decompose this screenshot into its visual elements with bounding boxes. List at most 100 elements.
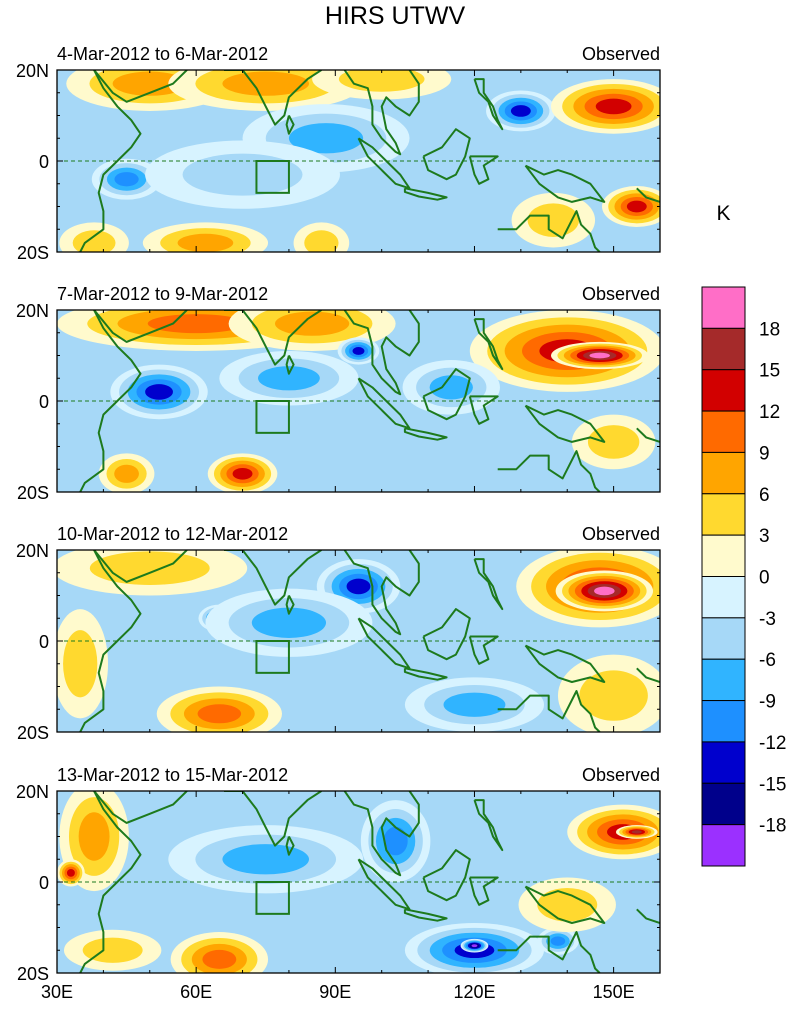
coastline — [497, 450, 601, 492]
colorbar-label: -15 — [759, 774, 786, 795]
chart-title: HIRS UTWV — [325, 2, 466, 30]
colorbar-swatch — [701, 782, 746, 826]
anomaly-contour — [114, 172, 139, 187]
coastlines — [79, 70, 660, 252]
coastline — [79, 310, 142, 492]
coastline — [524, 404, 606, 443]
colorbar-label: -12 — [759, 733, 786, 754]
y-tick-label: 20N — [16, 541, 49, 561]
x-tick-label: 30E — [41, 982, 73, 1002]
anomaly-contour — [443, 692, 506, 717]
coastline — [636, 187, 660, 203]
coastline — [524, 164, 606, 203]
anomaly-contour — [82, 937, 143, 963]
anomaly-contour — [251, 607, 327, 638]
panel-left-title: 7-Mar-2012 to 9-Mar-2012 — [57, 284, 268, 304]
coastline — [422, 368, 471, 421]
colorbar-swatch — [701, 824, 746, 867]
anomaly-contour — [595, 98, 632, 115]
colorbar-label: 9 — [759, 443, 770, 464]
panel-right-title: Observed — [582, 44, 660, 64]
coastline — [93, 550, 188, 583]
coastline — [468, 876, 499, 906]
coastline — [473, 318, 504, 371]
coastline — [422, 849, 471, 902]
coastline — [524, 644, 606, 683]
coastlines — [79, 550, 660, 732]
anomaly-contour — [550, 936, 566, 946]
colorbar-label: -9 — [759, 692, 776, 713]
anomaly-field — [57, 791, 660, 973]
panel-right-title: Observed — [582, 765, 660, 785]
coastline — [79, 550, 142, 732]
anomaly-contour — [626, 200, 647, 213]
coastline — [497, 690, 601, 732]
anomaly-contour — [145, 384, 173, 400]
coastline — [636, 908, 660, 924]
colorbar-swatch — [701, 741, 746, 784]
colorbar-unit: K — [716, 202, 730, 225]
map-panel: 20N 0 20S 10-Mar-2012 to 12-Mar-2012 Observe… — [16, 524, 661, 743]
anomaly-contour — [114, 464, 139, 483]
anomaly-contour — [288, 123, 364, 154]
coastline — [343, 791, 420, 877]
coastline — [224, 791, 322, 847]
coastline — [422, 128, 471, 181]
anomaly-contour — [510, 105, 531, 117]
colorbar-swatch — [701, 534, 746, 578]
coastline — [93, 70, 188, 103]
colorbar-label: -3 — [759, 609, 776, 630]
colorbar-label: -18 — [759, 816, 786, 837]
colorbar-swatch — [701, 327, 746, 371]
anomaly-contour — [258, 366, 320, 391]
colorbar-swatch — [701, 493, 746, 536]
coastline — [636, 427, 660, 443]
colorbar-swatch — [701, 700, 746, 743]
coastline — [497, 931, 601, 973]
panel-left-title: 10-Mar-2012 to 12-Mar-2012 — [57, 524, 288, 544]
coastline — [468, 635, 499, 665]
coastline — [224, 70, 322, 126]
anomaly-contour — [182, 153, 303, 196]
coastline — [79, 70, 142, 252]
y-tick-label: 20N — [16, 782, 49, 802]
coastline — [403, 908, 448, 922]
colorbar-label: 18 — [759, 319, 780, 340]
y-tick-label: 20N — [16, 301, 49, 321]
colorbar-swatch — [701, 286, 746, 329]
anomaly-contour — [304, 230, 339, 252]
colorbar-swatch — [701, 369, 746, 412]
coastline — [422, 608, 471, 661]
colorbar-label: 0 — [759, 568, 770, 589]
panel-left-title: 4-Mar-2012 to 6-Mar-2012 — [57, 44, 268, 64]
x-tick-label: 90E — [319, 982, 351, 1002]
anomaly-contour — [202, 949, 237, 969]
anomaly-contour — [527, 203, 580, 237]
anomaly-contour — [66, 869, 75, 877]
anomaly-contour — [63, 630, 98, 698]
panel-right-title: Observed — [582, 284, 660, 304]
coastline — [224, 310, 322, 366]
coastline — [524, 885, 606, 924]
x-tick-label: 150E — [593, 982, 635, 1002]
anomaly-contour — [78, 812, 110, 861]
anomaly-contour — [589, 352, 610, 359]
y-tick-label: 0 — [39, 392, 49, 412]
y-tick-label: 0 — [39, 632, 49, 652]
region-box — [255, 160, 290, 194]
anomaly-contour — [346, 578, 371, 595]
panel-right-title: Observed — [582, 524, 660, 544]
colorbar-label: -6 — [759, 650, 776, 671]
y-tick-label: 0 — [39, 873, 49, 893]
colorbar-swatch — [701, 617, 746, 660]
anomaly-field — [57, 70, 660, 252]
anomaly-contour — [631, 830, 642, 834]
colorbar-label: 6 — [759, 485, 770, 506]
coastlines — [79, 310, 660, 492]
y-tick-label: 20S — [17, 964, 49, 984]
coastline — [343, 70, 420, 156]
colorbar-label: 12 — [759, 402, 780, 423]
anomaly-contour — [594, 586, 615, 596]
coastline — [403, 427, 448, 441]
